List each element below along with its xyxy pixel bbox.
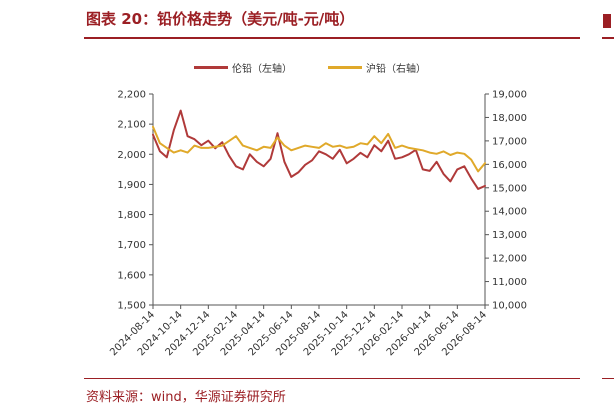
left-tick-label: 1,900 xyxy=(117,180,146,191)
adjacent-figure-marker xyxy=(603,14,611,28)
chart-series xyxy=(152,109,486,190)
right-tick-label: 13,000 xyxy=(492,230,527,241)
legend-label-shfe: 沪铅（右轴） xyxy=(366,64,426,75)
right-tick-label: 11,000 xyxy=(492,277,527,288)
source-note: 资料来源：wind，华源证券研究所 xyxy=(86,390,286,405)
legend-item-lme: 伦铅（左轴） xyxy=(194,60,292,75)
left-tick-label: 2,000 xyxy=(117,150,146,161)
left-tick-label: 2,100 xyxy=(117,120,146,131)
left-tick-label: 2,200 xyxy=(117,90,146,101)
right-tick-label: 15,000 xyxy=(492,183,527,194)
figure-title: 图表 20：铅价格走势（美元/吨-元/吨） xyxy=(86,10,355,28)
series-line-lme xyxy=(152,109,486,190)
legend-swatch-lme xyxy=(194,66,228,69)
left-tick-label: 1,800 xyxy=(117,210,146,221)
chart-axes xyxy=(152,94,486,306)
right-axis-ticks: 10,000 11,000 12,000 13,000 14,000 15,000 16,0… xyxy=(485,90,527,312)
right-tick-label: 16,000 xyxy=(492,160,527,171)
series-line-shfe xyxy=(152,125,486,173)
legend-label-lme: 伦铅（左轴） xyxy=(232,64,292,75)
left-tick-label: 1,500 xyxy=(117,301,146,312)
source-divider xyxy=(84,378,580,379)
right-tick-label: 19,000 xyxy=(492,90,527,101)
legend-swatch-shfe xyxy=(328,66,362,69)
adjacent-divider-top xyxy=(602,37,614,39)
left-axis-ticks: 1,500 1,600 1,700 1,800 1,900 2,000 2,100 2,200 xyxy=(117,90,153,312)
right-tick-label: 18,000 xyxy=(492,113,527,124)
right-tick-label: 14,000 xyxy=(492,207,527,218)
adjacent-divider-bottom xyxy=(602,378,614,379)
title-divider xyxy=(84,37,580,39)
left-tick-label: 1,600 xyxy=(117,270,146,281)
x-axis-ticks: 2024-08-142024-10-142024-12-142025-02-14… xyxy=(108,305,489,358)
left-tick-label: 1,700 xyxy=(117,240,146,251)
right-tick-label: 12,000 xyxy=(492,254,527,265)
right-tick-label: 17,000 xyxy=(492,136,527,147)
right-tick-label: 10,000 xyxy=(492,301,527,312)
legend-item-shfe: 沪铅（右轴） xyxy=(328,60,426,75)
chart-legend: 伦铅（左轴） 沪铅（右轴） xyxy=(0,60,614,76)
